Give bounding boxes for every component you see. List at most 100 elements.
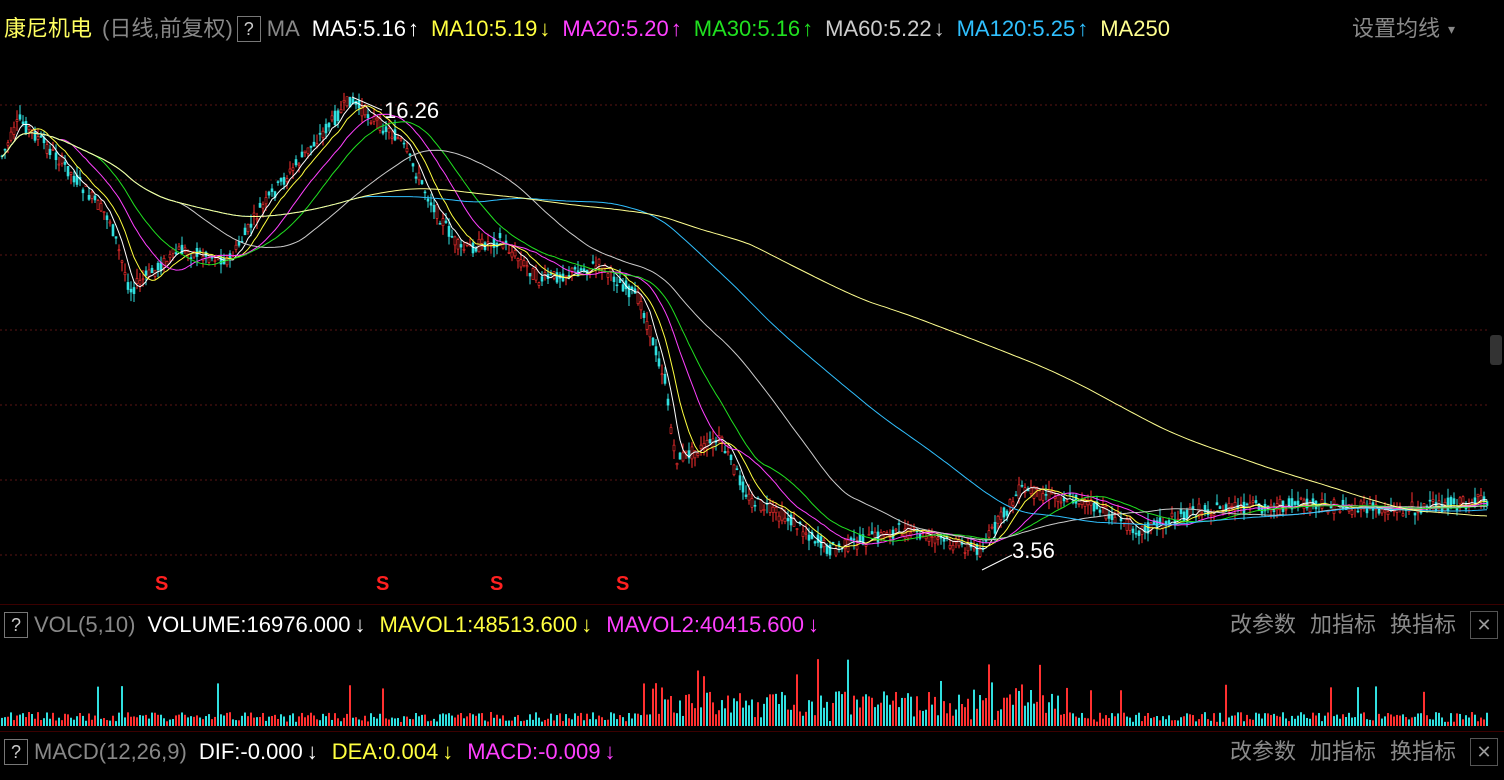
volume-bar (799, 711, 801, 726)
ma-value-4: MA60:5.22↓ (825, 16, 945, 41)
volume-bar (871, 697, 873, 726)
help-button[interactable]: ? (236, 16, 261, 42)
candle-body (411, 163, 415, 167)
candle-body (498, 233, 502, 239)
candle-body (18, 114, 22, 120)
volume-bar (1471, 712, 1473, 726)
volume-bar (238, 720, 240, 726)
volume-bar (418, 716, 420, 726)
candle-body (519, 259, 523, 268)
volume-bar (277, 718, 279, 726)
vertical-scrollbar[interactable] (1490, 335, 1502, 365)
candle-body (51, 149, 55, 151)
volume-bar (874, 707, 876, 726)
moving-average-line (1, 105, 1488, 548)
volume-bar (973, 689, 975, 726)
add-indicator-button[interactable]: 加指标 (1309, 612, 1376, 637)
candle-body (243, 227, 247, 236)
volume-bar (532, 719, 534, 726)
switch-indicator-button[interactable]: 换指标 (1389, 612, 1456, 637)
volume-bar (544, 720, 546, 726)
candle-body (252, 212, 256, 216)
candle-body (993, 521, 997, 534)
candle-body (867, 533, 871, 536)
volume-bar (241, 715, 243, 726)
candle-body (1230, 505, 1234, 508)
candle-body (855, 545, 859, 550)
kline-chart[interactable] (0, 50, 1490, 600)
candle-body (804, 532, 808, 535)
close-icon[interactable]: ✕ (1470, 738, 1498, 766)
help-button[interactable]: ? (4, 612, 28, 638)
candle-body (429, 202, 433, 206)
volume-bar (1171, 720, 1173, 726)
volume-bar (1207, 719, 1209, 726)
volume-bar (82, 715, 84, 726)
candle-body (843, 539, 847, 550)
volume-bar (1273, 713, 1275, 726)
volume-bar (916, 696, 918, 726)
candle-body (132, 287, 136, 294)
volume-bar (1324, 715, 1326, 726)
candle-body (672, 444, 676, 452)
candle-body (15, 119, 19, 122)
volume-bar (769, 694, 771, 726)
change-params-button[interactable]: 改参数 (1229, 612, 1296, 637)
volume-bar (403, 716, 405, 726)
signal-mark[interactable]: S (490, 573, 504, 595)
candle-body (486, 241, 490, 244)
switch-indicator-button[interactable]: 换指标 (1389, 739, 1456, 764)
volume-bar (46, 712, 48, 726)
close-icon[interactable]: ✕ (1470, 611, 1498, 639)
volume-bar (1201, 714, 1203, 726)
volume-bar (97, 686, 99, 726)
volume-bar (175, 715, 177, 726)
volume-bar (319, 720, 321, 726)
candle-body (1179, 509, 1183, 515)
signal-mark[interactable]: S (155, 573, 169, 595)
candle-body (249, 223, 253, 228)
volume-bar (22, 713, 24, 726)
volume-bar (1159, 720, 1161, 726)
candle-body (1287, 498, 1291, 506)
candle-body (291, 167, 295, 171)
help-button[interactable]: ? (4, 739, 28, 765)
candle-body (180, 244, 184, 254)
candle-body (1215, 502, 1219, 506)
signal-mark[interactable]: S (376, 573, 390, 595)
ma-settings-button[interactable]: 设置均线 ▾ (1352, 14, 1462, 44)
volume-bar (430, 720, 432, 726)
volume-bar (1168, 715, 1170, 726)
volume-bar (1249, 719, 1251, 726)
volume-bar (904, 697, 906, 726)
volume-bar (1150, 718, 1152, 726)
volume-bar (1267, 713, 1269, 726)
candle-body (276, 181, 280, 183)
volume-bar (1000, 709, 1002, 726)
candle-body (774, 507, 778, 514)
change-params-button[interactable]: 改参数 (1229, 739, 1296, 764)
volume-bar (1075, 716, 1077, 726)
candle-body (366, 114, 370, 119)
add-indicator-button[interactable]: 加指标 (1309, 739, 1376, 764)
volume-bar (223, 715, 225, 726)
vol-indicator-name[interactable]: VOL(5,10) (34, 612, 136, 637)
volume-bar (1321, 721, 1323, 726)
volume-bar (169, 719, 171, 726)
volume-bar (1006, 697, 1008, 726)
signal-mark[interactable]: S (616, 573, 630, 595)
candle-body (1338, 510, 1342, 513)
volume-chart[interactable] (0, 640, 1490, 728)
moving-average-line (1, 132, 1488, 541)
volume-bar (1363, 712, 1365, 726)
candle-body (162, 257, 166, 268)
volume-bar (1366, 719, 1368, 726)
volume-bar (886, 695, 888, 726)
volume-bar (31, 713, 33, 726)
volume-bar (952, 715, 954, 726)
macd-indicator-name[interactable]: MACD(12,26,9) (34, 739, 187, 764)
indicator-name[interactable]: MA (266, 16, 300, 41)
volume-bar (1402, 714, 1404, 726)
volume-bar (1183, 716, 1185, 726)
volume-bar (151, 712, 153, 726)
